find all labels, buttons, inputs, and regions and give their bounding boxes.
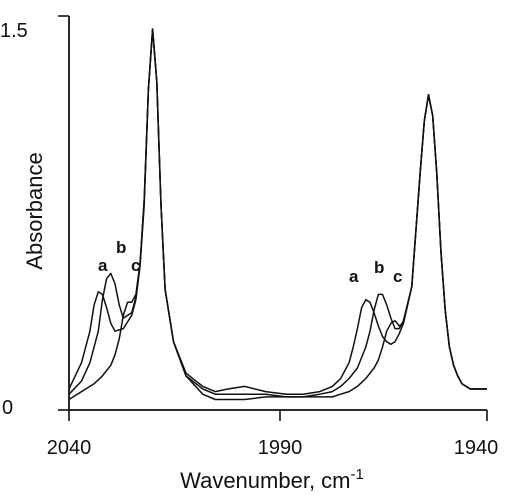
y-axis-label: Absorbance: [22, 152, 47, 269]
curve-label-a-right: a: [349, 267, 359, 286]
series-line-a: [68, 28, 487, 395]
curve-label-a-left: a: [98, 256, 108, 275]
x-axis-label-superscript: -1: [351, 466, 364, 483]
x-axis-label-text: Wavenumber, cm: [180, 468, 350, 493]
x-tick-label-left: 2040: [47, 437, 92, 459]
series-line-b: [68, 28, 487, 398]
curve-label-b-left: b: [116, 238, 126, 257]
curve-label-c-right: c: [393, 267, 402, 286]
y-tick-label-bottom: 0: [2, 397, 13, 419]
x-tick-label-middle: 1990: [258, 437, 303, 459]
curve-label-c-left: c: [131, 256, 140, 275]
series-line-c: [68, 28, 487, 401]
x-axis-label: Wavenumber, cm-1: [180, 466, 364, 493]
curve-label-b-right: b: [374, 258, 384, 277]
y-tick-label-top: 1.5: [0, 20, 28, 42]
x-tick-label-right: 1940: [454, 437, 499, 459]
series-group: [68, 28, 487, 401]
